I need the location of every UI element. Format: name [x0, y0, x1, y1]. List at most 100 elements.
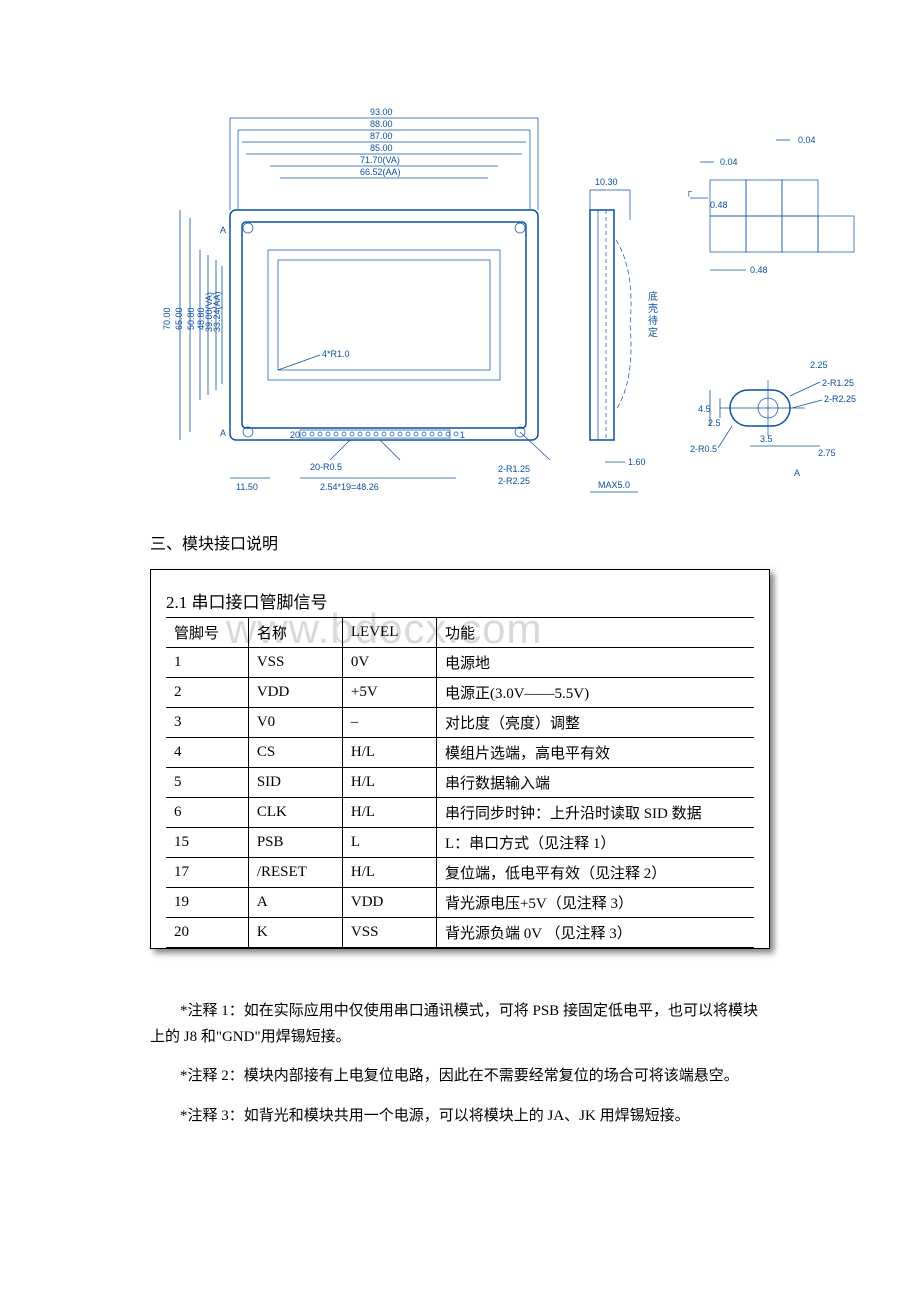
dim-max5: MAX5.0 [598, 480, 630, 490]
table-row: 5SIDH/L串行数据输入端 [166, 768, 754, 798]
table-cell: H/L [342, 858, 436, 888]
table-cell: H/L [342, 738, 436, 768]
table-cell: 19 [166, 888, 248, 918]
detail-label-A: A [794, 468, 800, 478]
dim-1150: 11.50 [236, 482, 258, 492]
svg-text:┌: ┌ [686, 186, 693, 197]
th-name: 名称 [248, 618, 342, 648]
table-cell: H/L [342, 798, 436, 828]
dim-7170: 71.70(VA) [360, 155, 400, 165]
table-cell: 串行同步时钟：上升沿时读取 SID 数据 [436, 798, 754, 828]
dim-70: 70.00 [162, 307, 172, 330]
table-cell: 15 [166, 828, 248, 858]
dim-pixel-004b: 0.04 [720, 157, 738, 167]
dim-3324: 33.24(AA) [212, 291, 222, 332]
dim-87: 87.00 [370, 131, 393, 141]
table-header-row: 管脚号 名称 LEVEL 功能 [166, 618, 754, 648]
table-cell: VDD [248, 678, 342, 708]
table-cell: 复位端，低电平有效（见注释 2） [436, 858, 754, 888]
table-cell: SID [248, 768, 342, 798]
table-cell: 对比度（亮度）调整 [436, 708, 754, 738]
table-cell: A [248, 888, 342, 918]
dim-20r05: 20-R0.5 [310, 462, 342, 472]
dim-det-r125: 2-R1.25 [822, 378, 854, 388]
table-cell: H/L [342, 768, 436, 798]
pin-table-container: 2.1 串口接口管脚信号 www.bdocx.com 管脚号 名称 LEVEL … [150, 569, 770, 949]
side-cn-label: 底壳待定 [648, 290, 658, 339]
marker-A-tl: A [220, 225, 226, 235]
mechanical-drawing: 93.00 88.00 87.00 85.00 71.70(VA) 66.52(… [150, 100, 870, 500]
dim-2r125: 2-R1.25 [498, 464, 530, 474]
dim-1030: 10.30 [595, 177, 618, 187]
table-cell: +5V [342, 678, 436, 708]
table-cell: 6 [166, 798, 248, 828]
table-cell: – [342, 708, 436, 738]
dim-det-275: 2.75 [818, 448, 836, 458]
dim-85: 85.00 [370, 143, 393, 153]
svg-text:1: 1 [460, 430, 465, 440]
note-3: *注释 3：如背光和模块共用一个电源，可以将模块上的 JA、JK 用焊锡短接。 [150, 1104, 770, 1130]
table-cell: 电源正(3.0V——5.5V) [436, 678, 754, 708]
dim-det-45: 4.5 [698, 404, 711, 414]
table-cell: 1 [166, 648, 248, 678]
dim-93: 93.00 [370, 107, 393, 117]
table-title: 2.1 串口接口管脚信号 [166, 580, 754, 617]
table-cell: V0 [248, 708, 342, 738]
table-cell: 17 [166, 858, 248, 888]
table-cell: 4 [166, 738, 248, 768]
dim-225: 2.25 [810, 360, 828, 370]
notes: *注释 1：如在实际应用中仅使用串口通讯模式，可将 PSB 接固定低电平，也可以… [150, 999, 770, 1129]
note-1: *注释 1：如在实际应用中仅使用串口通讯模式，可将 PSB 接固定低电平，也可以… [150, 999, 770, 1050]
table-cell: 电源地 [436, 648, 754, 678]
dim-160: 1.60 [628, 457, 646, 467]
table-cell: 串行数据输入端 [436, 768, 754, 798]
table-cell: 5 [166, 768, 248, 798]
table-cell: /RESET [248, 858, 342, 888]
table-row: 15PSBLL：串口方式（见注释 1） [166, 828, 754, 858]
dim-pixel-048b: 0.48 [750, 265, 768, 275]
dim-65: 65.00 [174, 307, 184, 330]
table-cell: PSB [248, 828, 342, 858]
dim-pixel-004a: 0.04 [798, 135, 816, 145]
table-cell: 3 [166, 708, 248, 738]
table-cell: 2 [166, 678, 248, 708]
dim-6652: 66.52(AA) [360, 167, 401, 177]
pins-20-label: 20 [290, 430, 300, 440]
dim-5080: 50.80 [186, 307, 196, 330]
table-cell: 背光源电压+5V（见注释 3） [436, 888, 754, 918]
table-row: 4CSH/L模组片选端，高电平有效 [166, 738, 754, 768]
th-pin: 管脚号 [166, 618, 248, 648]
table-cell: L：串口方式（见注释 1） [436, 828, 754, 858]
table-cell: 模组片选端，高电平有效 [436, 738, 754, 768]
table-cell: VDD [342, 888, 436, 918]
note-2: *注释 2：模块内部接有上电复位电路，因此在不需要经常复位的场合可将该端悬空。 [150, 1064, 770, 1090]
table-row: 1VSS0V电源地 [166, 648, 754, 678]
dim-254x19: 2.54*19=48.26 [320, 482, 379, 492]
table-row: 6CLKH/L串行同步时钟：上升沿时读取 SID 数据 [166, 798, 754, 828]
table-cell: VSS [248, 648, 342, 678]
dim-88: 88.00 [370, 119, 393, 129]
table-row: 3V0–对比度（亮度）调整 [166, 708, 754, 738]
table-row: 17/RESETH/L复位端，低电平有效（见注释 2） [166, 858, 754, 888]
table-cell: 20 [166, 918, 248, 948]
section-heading: 三、模块接口说明 [150, 530, 770, 554]
dim-2r225: 2-R2.25 [498, 476, 530, 486]
dim-det-25: 2.5 [708, 418, 721, 428]
pin-table: 管脚号 名称 LEVEL 功能 1VSS0V电源地2VDD+5V电源正(3.0V… [166, 617, 754, 948]
table-row: 2VDD+5V电源正(3.0V——5.5V) [166, 678, 754, 708]
table-cell: K [248, 918, 342, 948]
dim-det-2r05: 2-R0.5 [690, 444, 717, 454]
table-row: 20KVSS背光源负端 0V （见注释 3） [166, 918, 754, 948]
table-cell: 背光源负端 0V （见注释 3） [436, 918, 754, 948]
table-cell: CS [248, 738, 342, 768]
th-func: 功能 [436, 618, 754, 648]
th-level: LEVEL [342, 618, 436, 648]
table-row: 19AVDD背光源电压+5V（见注释 3） [166, 888, 754, 918]
dim-4r1: 4*R1.0 [322, 349, 350, 359]
dim-det-35: 3.5 [760, 434, 773, 444]
table-cell: VSS [342, 918, 436, 948]
table-cell: CLK [248, 798, 342, 828]
table-cell: L [342, 828, 436, 858]
marker-A-bl: A [220, 428, 226, 438]
dim-det-r225: 2-R2.25 [824, 394, 856, 404]
